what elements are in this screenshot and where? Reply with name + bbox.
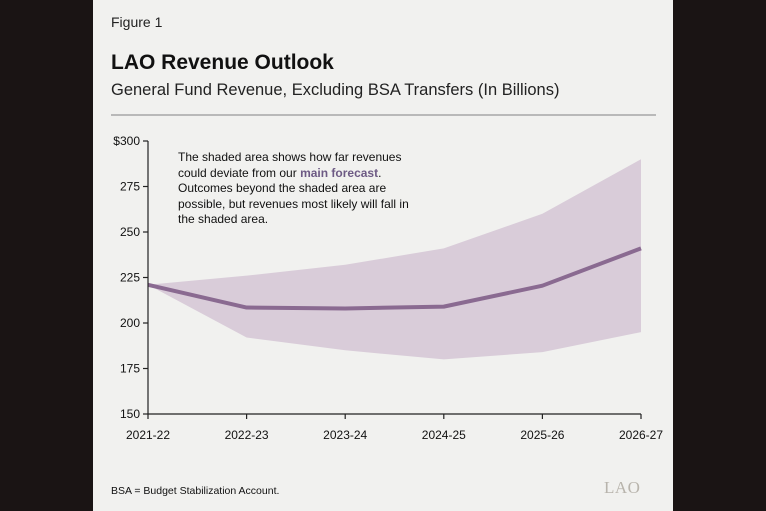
x-tick-label: 2026-27 [619, 428, 663, 442]
x-tick-label: 2024-25 [422, 428, 466, 442]
y-tick-label: 150 [120, 407, 140, 421]
figure-label: Figure 1 [111, 14, 163, 30]
x-tick-label: 2025-26 [520, 428, 564, 442]
annotation-highlight: main forecast [300, 165, 379, 180]
y-tick-label: $300 [113, 134, 140, 148]
y-tick-label: 250 [120, 225, 140, 239]
revenue-chart: 150 175 200 225 250 275 $300 2021-22 2022-23 2023… [113, 134, 663, 442]
chart-subtitle: General Fund Revenue, Excluding BSA Tran… [111, 81, 560, 99]
chart-axes: 150 175 200 225 250 275 $300 2021-22 2022-23 2023… [113, 134, 663, 442]
footnote: BSA = Budget Stabilization Account. [111, 485, 280, 497]
y-tick-label: 200 [120, 316, 140, 330]
chart-title: LAO Revenue Outlook [111, 51, 334, 74]
annotation-text-start: The shaded area shows how far revenues c… [178, 150, 402, 180]
title-divider [111, 114, 656, 116]
figure-panel: Figure 1 LAO Revenue Outlook General Fun… [93, 0, 673, 511]
y-tick-label: 225 [120, 271, 140, 285]
annotation-text-end: . Outcomes beyond the shaded area are po… [178, 165, 409, 227]
chart-annotation: The shaded area shows how far revenues c… [178, 150, 428, 228]
lao-logo: LAO [604, 478, 641, 497]
x-tick-label: 2023-24 [323, 428, 367, 442]
y-tick-label: 175 [120, 362, 140, 376]
x-tick-label: 2022-23 [225, 428, 269, 442]
y-tick-label: 275 [120, 180, 140, 194]
x-tick-label: 2021-22 [126, 428, 170, 442]
main-forecast-line [147, 246, 642, 311]
